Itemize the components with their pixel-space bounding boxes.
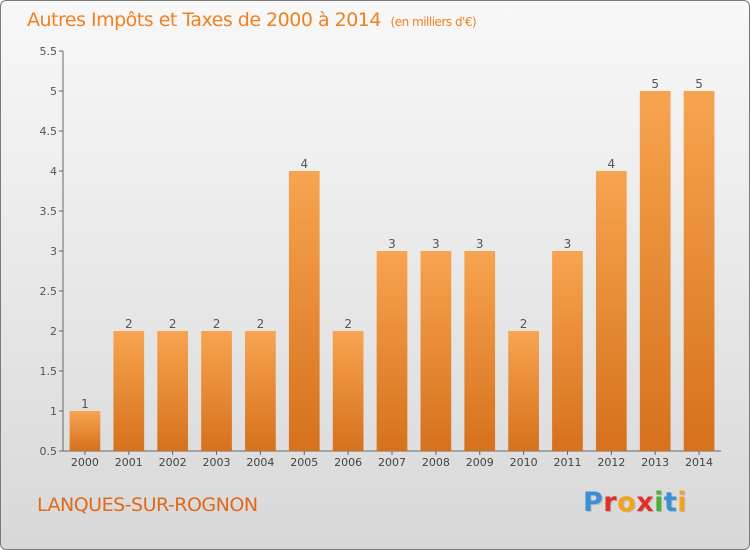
data-label: 3 xyxy=(476,237,484,251)
chart-title-main: Autres Impôts et Taxes de 2000 à 2014 xyxy=(27,9,382,31)
bar xyxy=(508,331,539,451)
x-tick-label: 2003 xyxy=(203,456,231,469)
data-label: 3 xyxy=(564,237,572,251)
data-label: 2 xyxy=(169,317,177,331)
bar xyxy=(552,251,583,451)
data-label: 1 xyxy=(81,397,89,411)
y-tick-label: 2.5 xyxy=(40,285,58,298)
bar xyxy=(69,411,101,451)
logo-letter: x xyxy=(636,487,655,518)
bar xyxy=(157,331,189,451)
bar xyxy=(113,331,145,451)
y-tick-label: 4.5 xyxy=(40,125,58,138)
data-label: 5 xyxy=(695,77,703,91)
y-tick-label: 5.5 xyxy=(40,45,58,58)
y-tick-label: 1.5 xyxy=(40,365,58,378)
bar xyxy=(332,331,364,451)
logo-letter: r xyxy=(603,487,618,518)
x-tick-label: 2007 xyxy=(378,456,406,469)
y-tick-label: 3.5 xyxy=(40,205,58,218)
x-tick-label: 2011 xyxy=(553,456,581,469)
logo-letter: t xyxy=(663,487,678,518)
bar xyxy=(420,251,452,451)
data-label: 3 xyxy=(432,237,440,251)
logo-letter: i xyxy=(677,487,688,518)
logo-letter: P xyxy=(583,487,604,518)
data-label: 4 xyxy=(608,157,616,171)
x-tick-label: 2008 xyxy=(422,456,450,469)
y-tick-label: 1 xyxy=(50,405,57,418)
chart-title-unit: (en milliers d'€) xyxy=(390,15,477,29)
x-tick-label: 2005 xyxy=(290,456,318,469)
x-tick-label: 2002 xyxy=(159,456,187,469)
data-label: 4 xyxy=(300,157,308,171)
x-tick-label: 2006 xyxy=(334,456,362,469)
x-tick-label: 2012 xyxy=(597,456,625,469)
bar xyxy=(464,251,496,451)
x-tick-label: 2000 xyxy=(71,456,99,469)
y-tick-label: 3 xyxy=(50,245,57,258)
y-tick-label: 0.5 xyxy=(40,445,58,458)
logo-letter: i xyxy=(654,487,664,518)
x-tick-label: 2009 xyxy=(466,456,494,469)
y-tick-label: 4 xyxy=(50,165,57,178)
bar xyxy=(595,171,627,451)
bar xyxy=(288,171,320,451)
data-label: 2 xyxy=(125,317,133,331)
bar xyxy=(639,91,671,451)
y-tick-label: 5 xyxy=(50,85,57,98)
data-label: 5 xyxy=(651,77,659,91)
x-tick-label: 2010 xyxy=(510,456,538,469)
x-tick-label: 2001 xyxy=(115,456,143,469)
x-tick-label: 2004 xyxy=(246,456,274,469)
proxiti-logo: Proxiti xyxy=(583,487,687,518)
data-label: 3 xyxy=(388,237,396,251)
x-tick-label: 2013 xyxy=(641,456,669,469)
bar xyxy=(376,251,408,451)
y-tick-label: 2 xyxy=(50,325,57,338)
bar xyxy=(245,331,276,451)
place-name: LANQUES-SUR-ROGNON xyxy=(37,494,258,516)
logo-letter: o xyxy=(617,487,637,518)
data-label: 2 xyxy=(213,317,221,331)
bar xyxy=(201,331,232,451)
data-label: 2 xyxy=(520,317,528,331)
x-tick-label: 2014 xyxy=(685,456,713,469)
data-label: 2 xyxy=(344,317,352,331)
chart-title: Autres Impôts et Taxes de 2000 à 2014 (e… xyxy=(27,9,477,31)
bar xyxy=(683,91,715,451)
data-label: 2 xyxy=(257,317,265,331)
